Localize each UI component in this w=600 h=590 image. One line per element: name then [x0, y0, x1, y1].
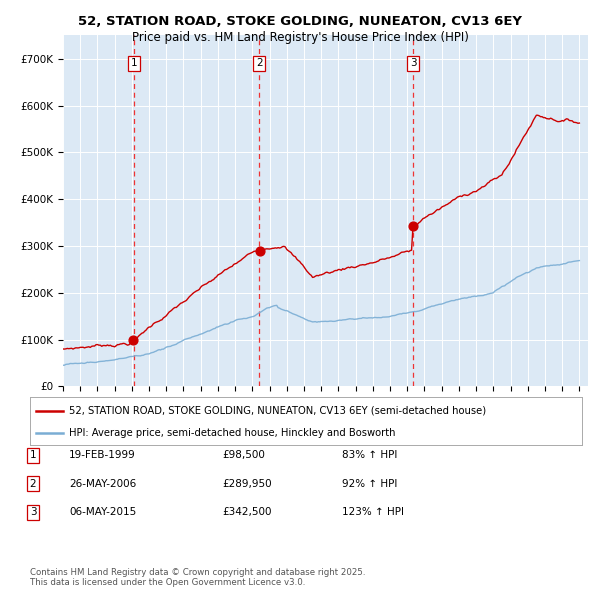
Text: 19-FEB-1999: 19-FEB-1999 [69, 451, 136, 460]
Text: 83% ↑ HPI: 83% ↑ HPI [342, 451, 397, 460]
Text: £98,500: £98,500 [222, 451, 265, 460]
Text: £342,500: £342,500 [222, 507, 271, 517]
Text: 26-MAY-2006: 26-MAY-2006 [69, 479, 136, 489]
Point [408, 221, 418, 231]
Text: 52, STATION ROAD, STOKE GOLDING, NUNEATON, CV13 6EY: 52, STATION ROAD, STOKE GOLDING, NUNEATO… [78, 15, 522, 28]
Text: 3: 3 [29, 507, 37, 517]
Text: 06-MAY-2015: 06-MAY-2015 [69, 507, 136, 517]
Point [255, 246, 265, 255]
Text: Contains HM Land Registry data © Crown copyright and database right 2025.
This d: Contains HM Land Registry data © Crown c… [30, 568, 365, 587]
Text: 92% ↑ HPI: 92% ↑ HPI [342, 479, 397, 489]
Point [128, 336, 138, 345]
Text: 1: 1 [29, 451, 37, 460]
Text: £289,950: £289,950 [222, 479, 272, 489]
Text: 3: 3 [410, 58, 416, 68]
Text: Price paid vs. HM Land Registry's House Price Index (HPI): Price paid vs. HM Land Registry's House … [131, 31, 469, 44]
Text: 123% ↑ HPI: 123% ↑ HPI [342, 507, 404, 517]
Text: HPI: Average price, semi-detached house, Hinckley and Bosworth: HPI: Average price, semi-detached house,… [68, 428, 395, 438]
Text: 2: 2 [29, 479, 37, 489]
Text: 2: 2 [256, 58, 263, 68]
Text: 52, STATION ROAD, STOKE GOLDING, NUNEATON, CV13 6EY (semi-detached house): 52, STATION ROAD, STOKE GOLDING, NUNEATO… [68, 405, 486, 415]
Text: 1: 1 [131, 58, 137, 68]
